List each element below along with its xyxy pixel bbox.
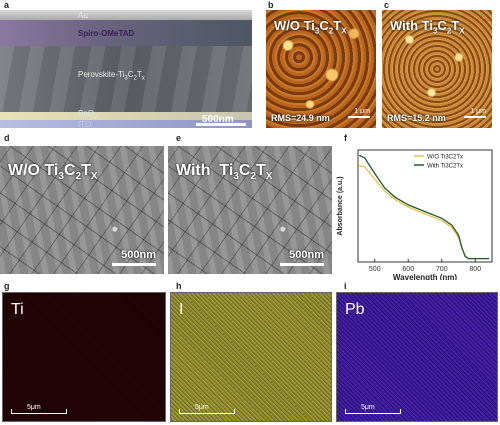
eds-map-i: I 5μm bbox=[170, 292, 332, 422]
data-point bbox=[451, 226, 453, 228]
panel-label-d: d bbox=[4, 133, 10, 143]
element-label-pb: Pb bbox=[345, 301, 365, 318]
x-tick-label: 600 bbox=[402, 266, 414, 273]
scale-bar bbox=[348, 116, 370, 118]
element-label-i: I bbox=[179, 301, 184, 318]
au-layer bbox=[0, 10, 252, 20]
panel-label-f: f bbox=[344, 133, 347, 143]
scale-label: 5μm bbox=[195, 404, 209, 411]
sem-title-with: With Ti3C2TX bbox=[176, 162, 273, 183]
scale-label: 500nm bbox=[289, 249, 324, 261]
rms-value: RMS=24.9 nm bbox=[271, 113, 330, 123]
x-tick-label: 700 bbox=[436, 266, 448, 273]
data-point bbox=[464, 255, 466, 257]
layer-label-au: Au bbox=[78, 11, 88, 20]
scale-bar bbox=[196, 123, 246, 126]
absorbance-chart: 500 600 700 800 Wavelength (nm) Absorbance (a… bbox=[332, 144, 500, 280]
absorbance-chart-svg: 500 600 700 800 Wavelength (nm) Absorbance (a… bbox=[337, 149, 493, 280]
data-point bbox=[467, 258, 470, 260]
scale-bar bbox=[112, 263, 156, 266]
scale-label: 500nm bbox=[202, 114, 234, 125]
layer-label-spiro: Spiro-OMeTAD bbox=[78, 29, 135, 38]
layer-label-sno2: SnO2 bbox=[78, 109, 98, 121]
layer-label-perovskite: Perovskite-Ti3C2Tx bbox=[78, 70, 145, 82]
sem-title-without: W/O Ti3C2TX bbox=[8, 162, 98, 183]
scale-bar bbox=[179, 409, 235, 414]
data-point bbox=[364, 157, 366, 159]
sem-image-without: W/O Ti3C2TX 500nm bbox=[0, 146, 164, 274]
element-label-ti: Ti bbox=[11, 301, 24, 318]
data-point bbox=[424, 211, 426, 213]
panel-label-h: h bbox=[176, 281, 182, 291]
x-tick-label: 500 bbox=[369, 266, 381, 273]
spiro-layer bbox=[0, 20, 252, 46]
data-point bbox=[488, 258, 490, 260]
data-point bbox=[394, 198, 396, 200]
data-point bbox=[424, 213, 426, 215]
legend-label-0: W/O Ti3C2Tx bbox=[427, 155, 463, 161]
data-point bbox=[441, 219, 443, 222]
y-axis-label: Absorbance (a.u.) bbox=[337, 176, 344, 235]
x-tick-label: 800 bbox=[469, 266, 481, 273]
panel-label-c: c bbox=[384, 0, 390, 10]
layer-label-ito: ITO bbox=[78, 120, 92, 128]
panel-label-b: b bbox=[268, 0, 274, 10]
data-point bbox=[407, 206, 409, 208]
afm-image-without: W/O Ti3C2TX 1 μm RMS=24.9 nm bbox=[266, 10, 376, 128]
data-point bbox=[384, 187, 386, 189]
scale-bar bbox=[280, 263, 324, 266]
panel-label-g: g bbox=[4, 281, 10, 291]
data-point bbox=[451, 224, 453, 226]
perovskite-layer bbox=[0, 46, 252, 112]
data-point bbox=[359, 165, 361, 167]
legend-label-1: With Ti3C2Tx bbox=[427, 164, 463, 170]
data-point bbox=[374, 172, 376, 175]
rms-value: RMS=15.2 nm bbox=[387, 113, 446, 123]
data-point bbox=[359, 155, 361, 157]
cross-section-sem-image: Au Spiro-OMeTAD Perovskite-Ti3C2Tx SnO2 … bbox=[0, 10, 252, 128]
scale-label: 500nm bbox=[121, 249, 156, 261]
x-axis-label: Wavelength (nm) bbox=[393, 273, 457, 280]
eds-map-pb: Pb 5μm bbox=[336, 292, 498, 422]
data-point bbox=[461, 246, 463, 249]
panel-label-i: i bbox=[344, 281, 347, 291]
scale-label: 1 μm bbox=[354, 108, 370, 115]
sem-image-with: With Ti3C2TX 500nm bbox=[168, 146, 332, 274]
scale-bar bbox=[345, 409, 401, 414]
afm-title-with: With Ti3C2TX bbox=[390, 18, 465, 36]
ito-layer bbox=[0, 120, 252, 128]
data-point bbox=[407, 204, 409, 206]
panel-label-a: a bbox=[4, 0, 10, 10]
data-point bbox=[384, 190, 386, 193]
scale-bar bbox=[464, 116, 486, 118]
eds-map-ti: Ti 5μm bbox=[2, 292, 166, 422]
panel-label-e: e bbox=[176, 133, 182, 143]
scale-label: 5μm bbox=[361, 404, 375, 411]
data-point bbox=[474, 258, 476, 260]
plot-frame bbox=[357, 149, 493, 263]
scale-label: 1 μm bbox=[470, 108, 486, 115]
afm-image-with: With Ti3C2TX 1 μm RMS=15.2 nm bbox=[382, 10, 492, 128]
scale-label: 5μm bbox=[27, 404, 41, 411]
data-point bbox=[374, 178, 376, 180]
sno2-layer bbox=[0, 112, 252, 120]
scale-bar bbox=[11, 409, 67, 414]
data-point bbox=[441, 217, 443, 219]
afm-title-without: W/O Ti3C2TX bbox=[274, 18, 347, 36]
data-point bbox=[394, 196, 396, 198]
data-point bbox=[457, 234, 460, 236]
data-point bbox=[364, 166, 366, 168]
